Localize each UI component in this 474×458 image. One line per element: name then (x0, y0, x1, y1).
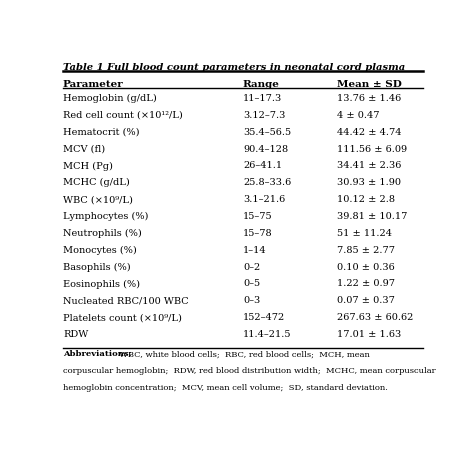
Text: 90.4–128: 90.4–128 (243, 145, 288, 153)
Text: Platelets count (×10⁹/L): Platelets count (×10⁹/L) (63, 313, 182, 322)
Text: Table 1 Full blood count parameters in neonatal cord plasma: Table 1 Full blood count parameters in n… (63, 63, 405, 72)
Text: 0–2: 0–2 (243, 262, 260, 272)
Text: 1–14: 1–14 (243, 246, 266, 255)
Text: Basophils (%): Basophils (%) (63, 262, 130, 272)
Text: Red cell count (×10¹²/L): Red cell count (×10¹²/L) (63, 111, 182, 120)
Text: Hemoglobin (g/dL): Hemoglobin (g/dL) (63, 94, 157, 103)
Text: 35.4–56.5: 35.4–56.5 (243, 128, 291, 137)
Text: Neutrophils (%): Neutrophils (%) (63, 229, 142, 238)
Text: Range: Range (243, 80, 280, 89)
Text: Hematocrit (%): Hematocrit (%) (63, 128, 139, 137)
Text: Monocytes (%): Monocytes (%) (63, 246, 137, 255)
Text: RDW: RDW (63, 330, 88, 339)
Text: MCH (Pg): MCH (Pg) (63, 161, 113, 170)
Text: 0–3: 0–3 (243, 296, 260, 305)
Text: 267.63 ± 60.62: 267.63 ± 60.62 (337, 313, 413, 322)
Text: Abbreviations:: Abbreviations: (63, 350, 132, 359)
Text: hemoglobin concentration;  MCV, mean cell volume;  SD, standard deviation.: hemoglobin concentration; MCV, mean cell… (63, 384, 388, 393)
Text: 44.42 ± 4.74: 44.42 ± 4.74 (337, 128, 401, 137)
Text: 51 ± 11.24: 51 ± 11.24 (337, 229, 392, 238)
Text: 39.81 ± 10.17: 39.81 ± 10.17 (337, 212, 407, 221)
Text: MCV (fl): MCV (fl) (63, 145, 105, 153)
Text: 3.12–7.3: 3.12–7.3 (243, 111, 285, 120)
Text: WBC, white blood cells;  RBC, red blood cells;  MCH, mean: WBC, white blood cells; RBC, red blood c… (114, 350, 370, 359)
Text: MCHC (g/dL): MCHC (g/dL) (63, 178, 130, 187)
Text: 152–472: 152–472 (243, 313, 285, 322)
Text: Lymphocytes (%): Lymphocytes (%) (63, 212, 148, 221)
Text: 34.41 ± 2.36: 34.41 ± 2.36 (337, 161, 401, 170)
Text: 30.93 ± 1.90: 30.93 ± 1.90 (337, 178, 401, 187)
Text: 15–75: 15–75 (243, 212, 273, 221)
Text: 10.12 ± 2.8: 10.12 ± 2.8 (337, 195, 394, 204)
Text: 11–17.3: 11–17.3 (243, 94, 282, 103)
Text: 15–78: 15–78 (243, 229, 273, 238)
Text: corpuscular hemoglobin;  RDW, red blood distribution width;  MCHC, mean corpuscu: corpuscular hemoglobin; RDW, red blood d… (63, 367, 436, 376)
Text: Parameter: Parameter (63, 80, 124, 89)
Text: Eosinophils (%): Eosinophils (%) (63, 279, 140, 289)
Text: Nucleated RBC/100 WBC: Nucleated RBC/100 WBC (63, 296, 189, 305)
Text: 0.10 ± 0.36: 0.10 ± 0.36 (337, 262, 394, 272)
Text: 111.56 ± 6.09: 111.56 ± 6.09 (337, 145, 407, 153)
Text: 13.76 ± 1.46: 13.76 ± 1.46 (337, 94, 401, 103)
Text: 4 ± 0.47: 4 ± 0.47 (337, 111, 379, 120)
Text: 3.1–21.6: 3.1–21.6 (243, 195, 285, 204)
Text: 0–5: 0–5 (243, 279, 260, 289)
Text: WBC (×10⁹/L): WBC (×10⁹/L) (63, 195, 133, 204)
Text: 11.4–21.5: 11.4–21.5 (243, 330, 292, 339)
Text: 1.22 ± 0.97: 1.22 ± 0.97 (337, 279, 394, 289)
Text: 0.07 ± 0.37: 0.07 ± 0.37 (337, 296, 394, 305)
Text: 26–41.1: 26–41.1 (243, 161, 282, 170)
Text: 25.8–33.6: 25.8–33.6 (243, 178, 291, 187)
Text: Mean ± SD: Mean ± SD (337, 80, 401, 89)
Text: 17.01 ± 1.63: 17.01 ± 1.63 (337, 330, 401, 339)
Text: 7.85 ± 2.77: 7.85 ± 2.77 (337, 246, 394, 255)
